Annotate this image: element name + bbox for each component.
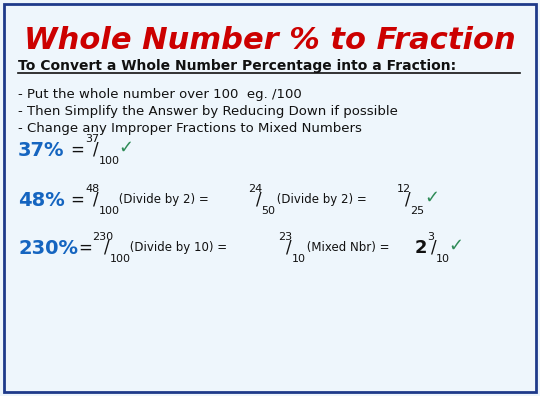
Text: 100: 100: [110, 254, 131, 264]
Text: ✓: ✓: [448, 237, 463, 255]
Text: 24: 24: [248, 184, 262, 194]
Text: Whole Number % to Fraction: Whole Number % to Fraction: [24, 26, 516, 55]
Text: To Convert a Whole Number Percentage into a Fraction:: To Convert a Whole Number Percentage int…: [18, 59, 456, 73]
Text: 25: 25: [410, 206, 424, 216]
Text: 48: 48: [85, 184, 99, 194]
Text: 230%: 230%: [18, 238, 78, 257]
Text: 3: 3: [427, 232, 434, 242]
Text: =: =: [70, 191, 84, 209]
Text: - Put the whole number over 100  eg. /100: - Put the whole number over 100 eg. /100: [18, 88, 302, 101]
Text: 230: 230: [92, 232, 113, 242]
Text: 50: 50: [261, 206, 275, 216]
Text: /: /: [104, 239, 110, 257]
Text: =: =: [70, 141, 84, 159]
Text: /: /: [93, 191, 99, 209]
Text: /: /: [406, 191, 411, 209]
Text: =: =: [78, 239, 92, 257]
Text: 12: 12: [397, 184, 411, 194]
Text: (Mixed Nbr) =: (Mixed Nbr) =: [303, 242, 389, 255]
Text: 37: 37: [85, 134, 99, 144]
Text: (Divide by 10) =: (Divide by 10) =: [126, 242, 227, 255]
Text: 48%: 48%: [18, 190, 65, 209]
FancyBboxPatch shape: [4, 4, 536, 392]
Text: (Divide by 2) =: (Divide by 2) =: [115, 194, 208, 206]
Text: /: /: [256, 191, 262, 209]
Text: 100: 100: [98, 206, 119, 216]
Text: 23: 23: [278, 232, 292, 242]
Text: - Change any Improper Fractions to Mixed Numbers: - Change any Improper Fractions to Mixed…: [18, 122, 362, 135]
Text: ✓: ✓: [424, 189, 439, 207]
Text: 100: 100: [98, 156, 119, 166]
Text: 10: 10: [436, 254, 450, 264]
Text: /: /: [93, 141, 99, 159]
Text: /: /: [286, 239, 292, 257]
Text: ✓: ✓: [119, 139, 134, 157]
Text: (Divide by 2) =: (Divide by 2) =: [273, 194, 367, 206]
Text: 2: 2: [415, 239, 428, 257]
Text: 10: 10: [292, 254, 305, 264]
Text: /: /: [431, 239, 437, 257]
Text: 37%: 37%: [18, 141, 64, 160]
Text: - Then Simplify the Answer by Reducing Down if possible: - Then Simplify the Answer by Reducing D…: [18, 105, 398, 118]
